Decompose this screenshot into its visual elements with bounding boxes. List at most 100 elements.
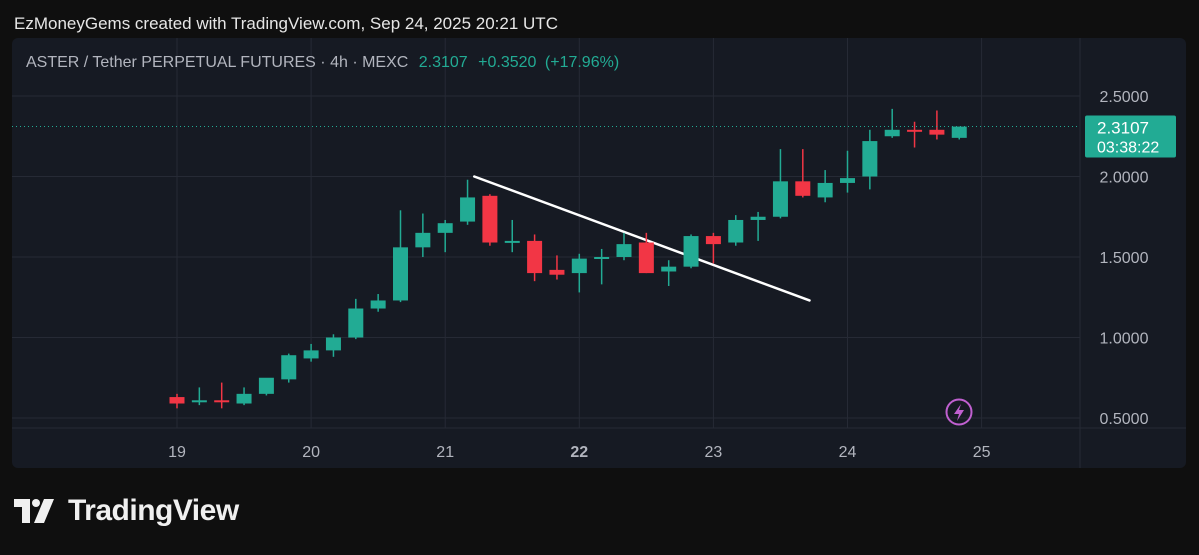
x-tick-label: 23: [705, 444, 723, 461]
tradingview-wordmark: TradingView: [68, 494, 239, 527]
candle: [415, 213, 431, 257]
candle: [482, 194, 498, 246]
candle-body: [460, 197, 476, 222]
candle-body: [482, 195, 498, 243]
candle: [862, 129, 878, 190]
candle-body: [258, 377, 274, 394]
candle-body: [817, 182, 833, 198]
candle-body: [772, 181, 788, 217]
created-with-caption: EzMoneyGems created with TradingView.com…: [14, 14, 558, 33]
candle: [661, 260, 677, 286]
candle-body: [638, 242, 654, 274]
candle-body: [325, 337, 341, 351]
candle: [840, 150, 855, 193]
candle-body: [415, 232, 431, 248]
candle: [460, 179, 476, 225]
candle: [236, 387, 252, 406]
price-change-percent: (+17.96%): [544, 54, 620, 71]
candle-body: [214, 400, 230, 403]
candle: [772, 149, 788, 219]
lightning-ring: [945, 398, 973, 426]
candle: [907, 121, 923, 148]
candle: [638, 232, 654, 274]
candle-body: [437, 223, 453, 233]
x-tick-label: 19: [168, 444, 186, 461]
candle: [594, 248, 610, 285]
candle-body: [169, 397, 185, 404]
candle-body: [571, 258, 587, 274]
candle: [571, 253, 587, 293]
x-tick-label: 25: [973, 444, 991, 461]
y-tick-label: 0.5000: [1100, 411, 1149, 428]
candle-body: [884, 129, 900, 137]
badge-background: [1085, 115, 1176, 158]
candle: [750, 211, 766, 241]
candle: [951, 126, 967, 140]
candle-body: [951, 126, 967, 138]
candle-body: [907, 129, 923, 132]
candle: [817, 170, 833, 203]
candle: [370, 294, 386, 312]
candle-body: [527, 240, 543, 274]
candle-body: [862, 141, 878, 177]
badge-countdown: 03:38:22: [1097, 139, 1159, 156]
candle: [303, 343, 319, 362]
tradingview-logo-icon: [14, 499, 54, 523]
candle: [683, 234, 699, 269]
candle-body: [594, 257, 610, 259]
candle: [169, 393, 185, 409]
candle-body: [549, 269, 565, 275]
trendline: [473, 175, 811, 302]
candle: [549, 255, 565, 280]
candle-body: [661, 266, 677, 272]
candle-body: [683, 236, 699, 267]
candle: [504, 219, 520, 253]
lightning-icon[interactable]: [945, 398, 973, 426]
chart-svg[interactable]: 2.5000 2.0000 1.5000 1.0000 0.5000 19 20 21 22 2…: [12, 38, 1186, 468]
candle: [258, 377, 274, 396]
badge-price: 2.3107: [1097, 118, 1149, 137]
candle: [705, 232, 721, 264]
symbol-info: ASTER / Tether PERPETUAL FUTURES · 4h · …: [26, 54, 409, 71]
candle: [527, 234, 543, 282]
candle-body: [348, 308, 364, 338]
y-tick-label: 2.0000: [1100, 170, 1149, 187]
candle-body: [728, 219, 744, 243]
candle-body: [303, 350, 319, 359]
candle-body: [191, 400, 207, 403]
candle: [348, 298, 364, 340]
symbol-legend: ASTER / Tether PERPETUAL FUTURES · 4h · …: [26, 54, 619, 72]
candle-body: [840, 178, 855, 183]
y-tick-label: 2.5000: [1100, 89, 1149, 106]
chart-panel[interactable]: 2.5000 2.0000 1.5000 1.0000 0.5000 19 20 21 22 2…: [12, 38, 1186, 468]
candle-body: [281, 355, 297, 380]
candle: [437, 219, 453, 253]
candle: [191, 387, 207, 406]
y-tick-label: 1.5000: [1100, 250, 1149, 267]
y-tick-label: 1.0000: [1100, 331, 1149, 348]
candle: [325, 334, 341, 357]
x-tick-label: 22: [570, 444, 588, 461]
candle: [616, 232, 632, 261]
candle: [795, 149, 811, 198]
price-change-value: +0.3520: [478, 54, 537, 71]
candle: [281, 353, 297, 383]
lightning-bolt: [954, 404, 964, 421]
tradingview-brand: TradingView: [14, 494, 239, 528]
candle: [214, 382, 230, 409]
candle-body: [705, 236, 721, 245]
x-tick-label: 24: [839, 444, 857, 461]
candle-body: [750, 216, 766, 220]
last-price-badge: 2.3107 03:38:22: [1085, 115, 1176, 158]
x-tick-label: 20: [302, 444, 320, 461]
candle: [393, 210, 408, 303]
candle: [728, 215, 744, 246]
candle-body: [795, 181, 811, 196]
last-price-value: 2.3107: [418, 54, 468, 71]
x-tick-label: 21: [436, 444, 454, 461]
candle: [929, 110, 945, 140]
candle-body: [504, 240, 520, 243]
candle-body: [393, 247, 408, 301]
candle-body: [929, 129, 945, 135]
candle-body: [236, 393, 252, 404]
